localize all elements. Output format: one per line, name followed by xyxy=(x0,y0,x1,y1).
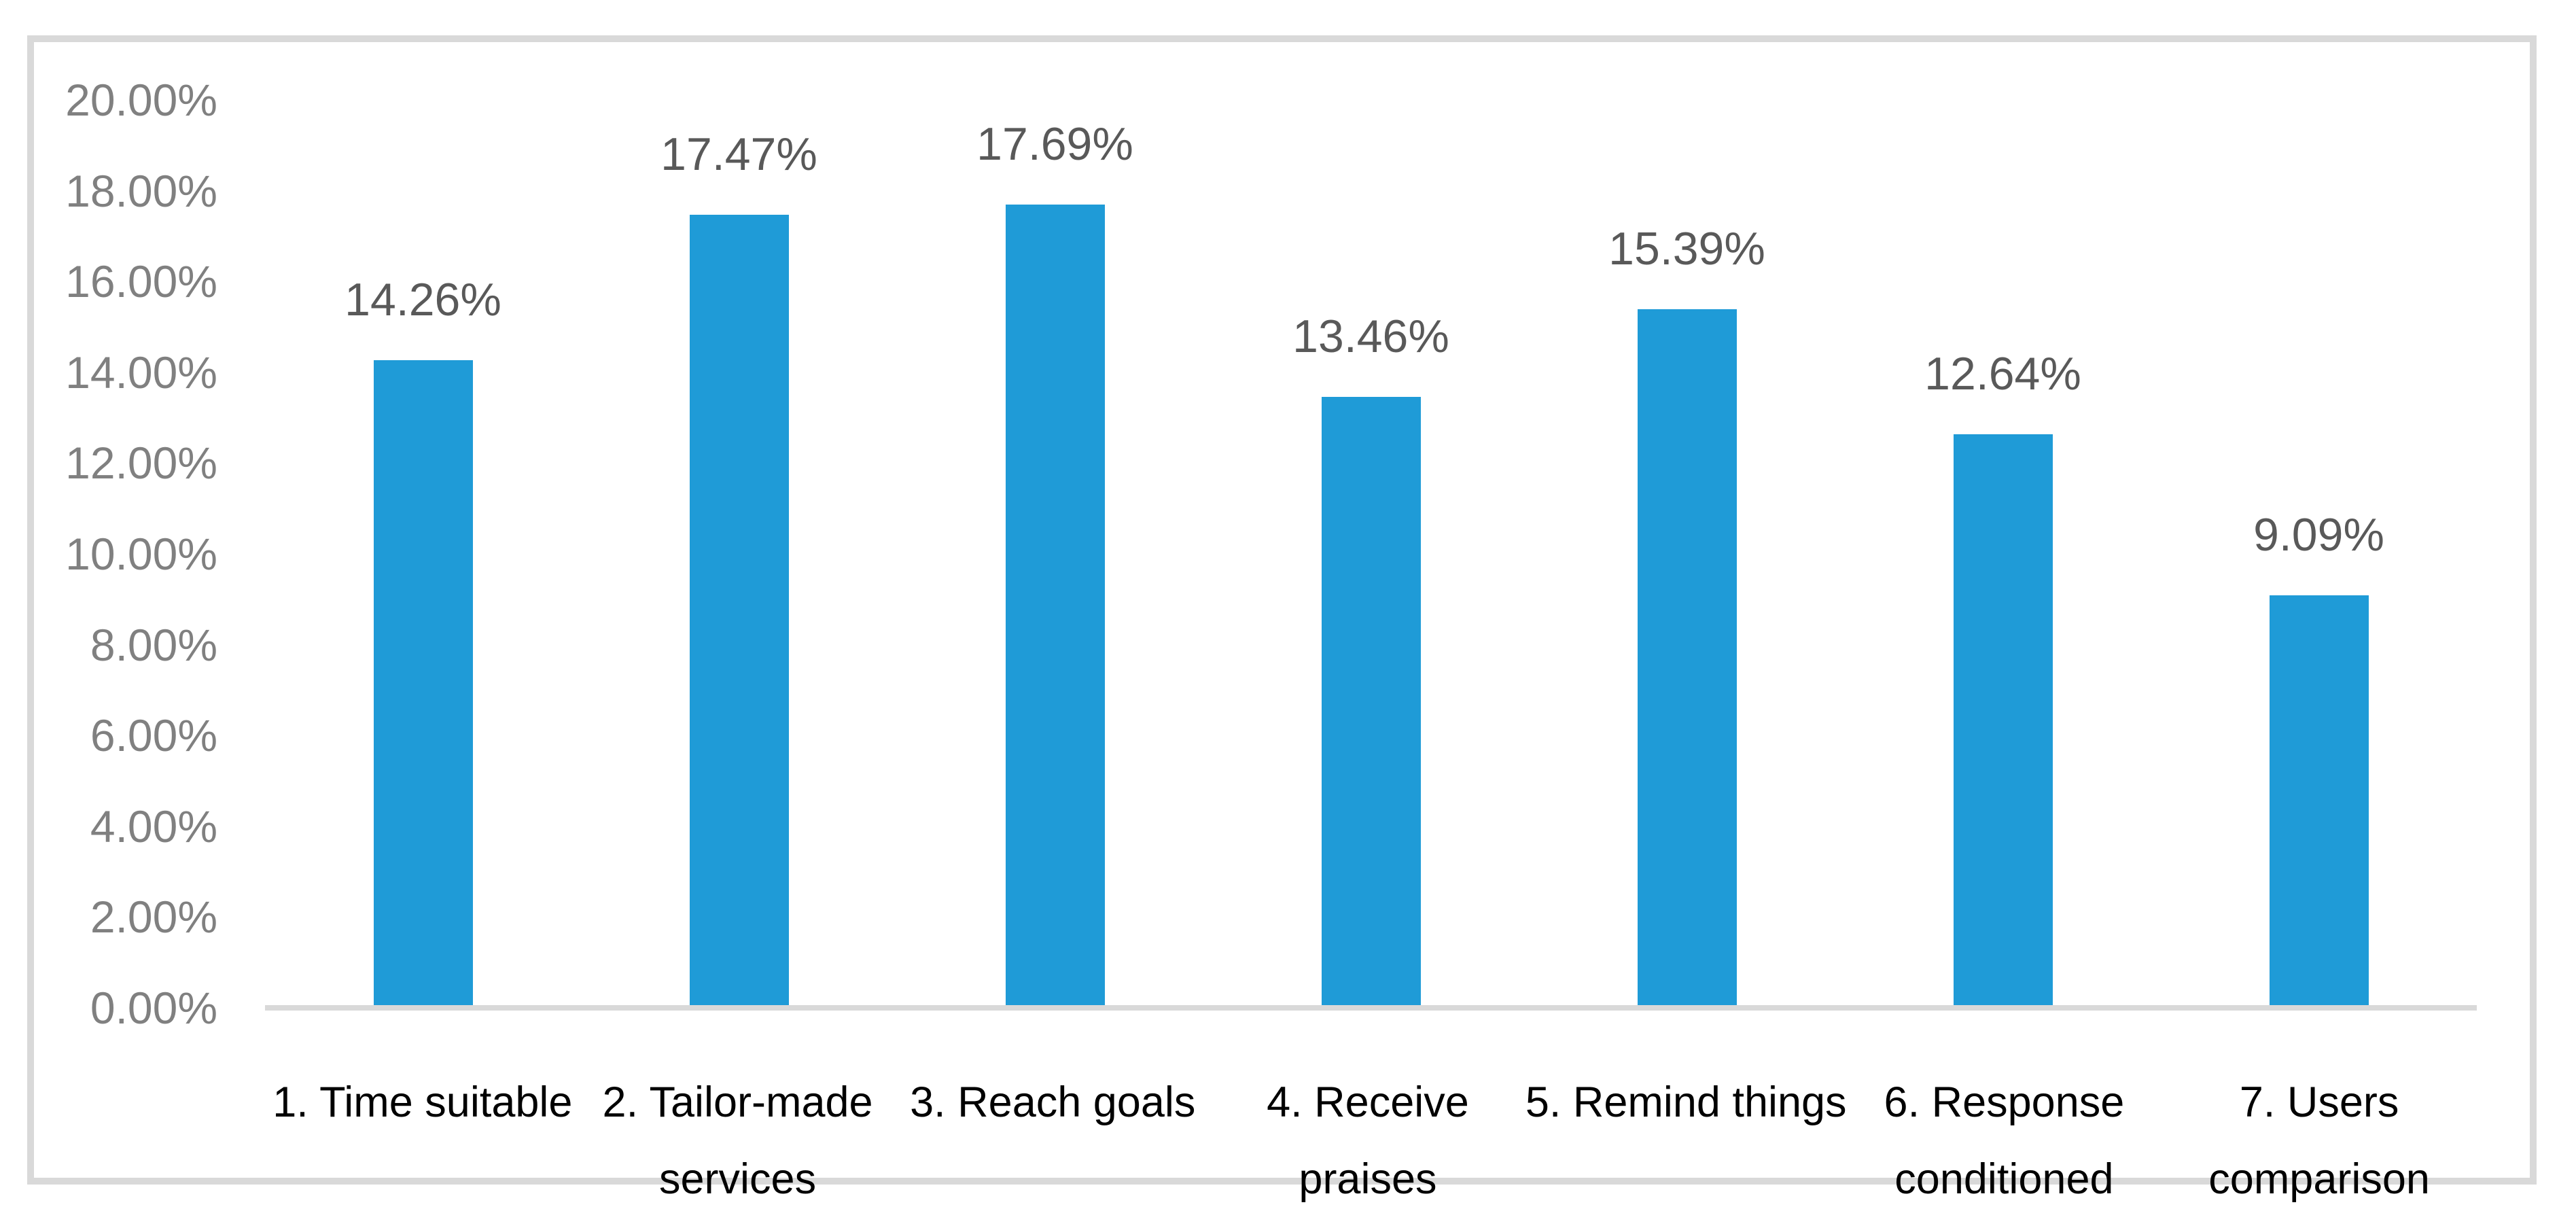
y-axis-tick-label: 10.00% xyxy=(65,529,217,579)
data-label-2: 17.47% xyxy=(660,128,817,181)
y-axis-tick-label: 18.00% xyxy=(65,165,217,216)
bar-category-3: 17.69% xyxy=(897,100,1213,1008)
data-label-4: 13.46% xyxy=(1292,310,1449,362)
y-axis-tick-label: 8.00% xyxy=(90,619,217,670)
data-label-3: 17.69% xyxy=(976,118,1133,171)
y-axis-tick-label: 12.00% xyxy=(65,438,217,489)
bar-5 xyxy=(1637,309,1737,1008)
y-axis-tick-label: 20.00% xyxy=(65,75,217,125)
bar-7 xyxy=(2269,595,2369,1008)
category-label-1: 1. Time suitable xyxy=(272,1079,573,1126)
category-label-7: 7. Users comparison xyxy=(2208,1079,2430,1204)
bar-category-1: 14.26% xyxy=(265,100,581,1008)
y-axis-tick-label: 6.00% xyxy=(90,710,217,761)
y-axis-tick-label: 4.00% xyxy=(90,801,217,852)
bar-1 xyxy=(373,360,473,1008)
x-axis-line xyxy=(265,1005,2477,1011)
y-axis-tick-label: 0.00% xyxy=(90,983,217,1033)
bar-category-5: 15.39% xyxy=(1529,100,1845,1008)
category-label-3: 3. Reach goals xyxy=(910,1079,1196,1126)
bar-category-2: 17.47% xyxy=(581,100,897,1008)
data-label-6: 12.64% xyxy=(1924,347,2081,400)
bar-category-7: 9.09% xyxy=(2161,100,2477,1008)
plot-area: 14.26% 17.47% 17.69% 13.46% 15.39% 12.64% 9.09… xyxy=(265,100,2477,1011)
bar-category-6: 12.64% xyxy=(1845,100,2161,1008)
bar-4 xyxy=(1321,396,1421,1008)
category-label-4: 4. Receive praises xyxy=(1267,1079,1469,1204)
bar-2 xyxy=(689,215,789,1008)
y-axis-tick-label: 16.00% xyxy=(65,256,217,307)
bar-6 xyxy=(1953,434,2053,1008)
category-label-5: 5. Remind things xyxy=(1525,1079,1847,1126)
bar-3 xyxy=(1005,205,1105,1008)
bar-category-4: 13.46% xyxy=(1213,100,1529,1008)
category-label-2: 2. Tailor-made services xyxy=(602,1079,873,1204)
x-axis: 1. Time suitable 2. Tailor-made services 3.… xyxy=(265,1064,2477,1209)
data-label-5: 15.39% xyxy=(1608,222,1765,275)
category-label-6: 6. Response conditioned xyxy=(1884,1079,2125,1204)
data-label-1: 14.26% xyxy=(345,274,501,326)
y-axis-tick-label: 2.00% xyxy=(90,892,217,943)
data-label-7: 9.09% xyxy=(2253,508,2384,561)
chart-frame: 20.00% 18.00% 16.00% 14.00% 12.00% 10.00% 8.00… xyxy=(27,35,2537,1203)
y-axis: 20.00% 18.00% 16.00% 14.00% 12.00% 10.00% 8.00… xyxy=(34,77,231,1030)
y-axis-tick-label: 14.00% xyxy=(65,347,217,398)
